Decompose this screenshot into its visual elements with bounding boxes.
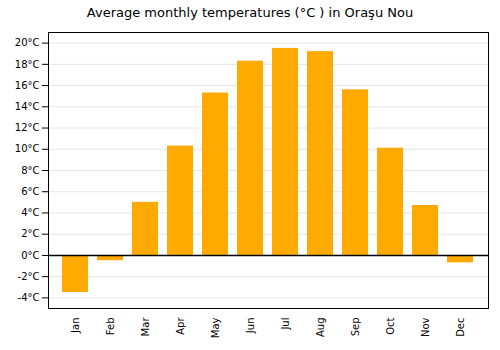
svg-text:16°C: 16°C [15, 80, 40, 91]
svg-text:Dec: Dec [455, 318, 466, 337]
svg-text:4°C: 4°C [21, 207, 39, 218]
svg-text:10°C: 10°C [15, 143, 40, 154]
svg-text:Nov: Nov [420, 317, 431, 337]
svg-text:20°C: 20°C [15, 37, 40, 48]
svg-text:14°C: 14°C [15, 101, 40, 112]
svg-text:Jun: Jun [245, 318, 256, 335]
svg-text:Oct: Oct [385, 317, 396, 334]
html-text:Average monthly temperatures (: Average monthly temperatures (°C ) in Or… [86, 5, 414, 20]
svg-text:Jan: Jan [70, 318, 81, 334]
svg-text:12°C: 12°C [15, 122, 40, 133]
svg-text:Jul: Jul [280, 318, 291, 331]
svg-text:-4°C: -4°C [18, 292, 40, 303]
svg-text:May: May [210, 317, 221, 338]
svg-text:Apr: Apr [175, 317, 186, 335]
svg-text:Aug: Aug [315, 318, 326, 338]
svg-text:Sep: Sep [350, 318, 361, 337]
svg-text:6°C: 6°C [21, 186, 39, 197]
svg-text:8°C: 8°C [21, 165, 39, 176]
svg-text:0°C: 0°C [21, 250, 39, 261]
svg-text:2°C: 2°C [21, 228, 39, 239]
svg-text:18°C: 18°C [15, 59, 40, 70]
svg-text:Feb: Feb [105, 318, 116, 336]
svg-text:-2°C: -2°C [18, 271, 40, 282]
svg-text:Mar: Mar [140, 317, 151, 337]
